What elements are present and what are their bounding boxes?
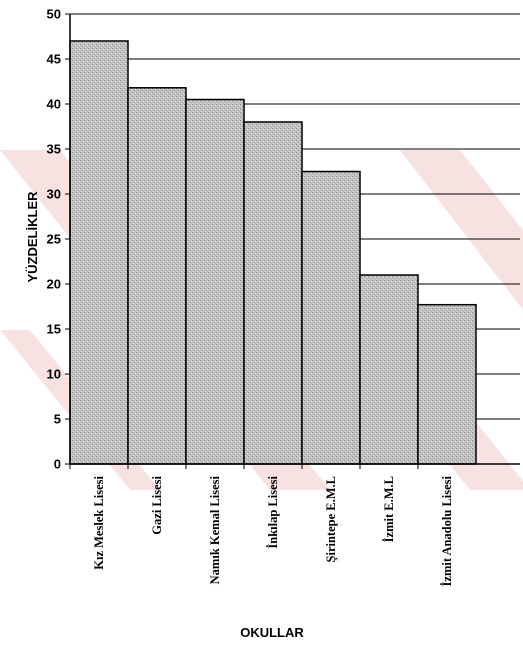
x-axis-label: OKULLAR [240,625,304,640]
x-tick-label: İzmit Anadolu Lisesi [440,475,454,586]
y-tick-label: 50 [47,7,61,22]
bar [243,121,303,465]
bar [69,40,129,465]
y-tick-label: 15 [47,322,61,337]
x-tick-labels: Kız Meslek Lisesi Gazi Lisesi Namık Kemal … [92,475,454,586]
x-tick-label: Namık Kemal Lisesi [208,475,222,584]
y-tick-label: 0 [54,457,61,472]
bar [417,303,477,465]
y-tick-label: 10 [47,367,61,382]
bar [127,87,187,465]
x-tick-label: İnkılap Lisesi [266,475,280,548]
y-tick-label: 20 [47,277,61,292]
y-tick-label: 25 [47,232,61,247]
bar [359,274,419,465]
x-tick-label: İzmit E.M.L [382,476,396,542]
x-tick-label: Şirintepe E.M.L [324,476,338,562]
y-tick-label: 30 [47,187,61,202]
bars [69,40,477,465]
y-axis-label: YÜZDELİKLER [25,191,40,283]
axes [65,13,520,469]
y-tick-labels: 0 5 10 15 20 25 30 35 40 45 50 [47,7,61,472]
y-tick-label: 45 [47,52,61,67]
y-tick-label: 40 [47,97,61,112]
x-tick-label: Kız Meslek Lisesi [92,475,106,569]
y-tick-label: 5 [54,412,61,427]
y-tick-label: 35 [47,142,61,157]
x-tick-label: Gazi Lisesi [150,475,164,534]
bar [301,170,361,465]
bar [185,98,245,465]
